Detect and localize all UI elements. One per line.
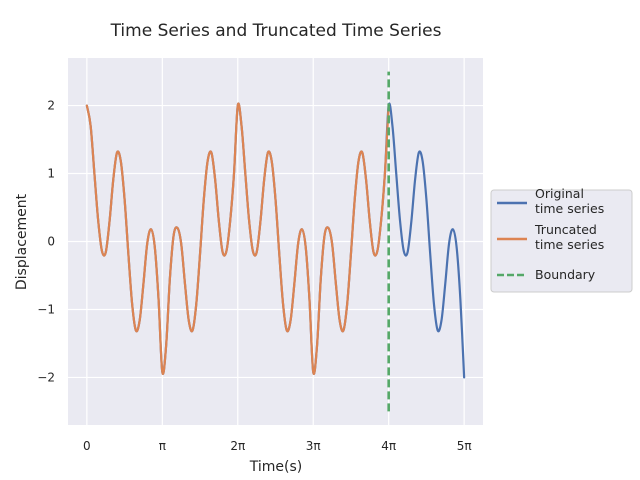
legend: Original time series Truncated time series B… xyxy=(490,186,633,293)
chart-title: Time Series and Truncated Time Series xyxy=(110,21,442,41)
y-tick-label: −2 xyxy=(37,370,55,384)
series-layer xyxy=(85,71,466,412)
y-tick-label: 1 xyxy=(47,167,55,181)
x-tick-label: 0 xyxy=(83,439,91,453)
y-tick-label: 2 xyxy=(47,99,55,113)
x-tick-label: 5π xyxy=(457,439,472,453)
legend-label: Original time series xyxy=(535,186,604,216)
legend-label: Truncated time series xyxy=(534,222,604,252)
x-tick-label: 2π xyxy=(230,439,245,453)
y-tick-label: −1 xyxy=(37,302,55,316)
series-line-2 xyxy=(85,102,390,375)
y-tick-label: 0 xyxy=(47,235,55,249)
x-axis-label: Time(s) xyxy=(249,459,302,475)
y-axis-label: Displacement xyxy=(14,193,30,290)
legend-box xyxy=(490,189,633,293)
x-tick-label: π xyxy=(159,439,166,453)
legend-label: Boundary xyxy=(535,267,596,282)
x-tick-label: 4π xyxy=(381,439,396,453)
x-tick-label: 3π xyxy=(306,439,321,453)
ticks: 0 π 2π 3π 4π 5π −2 −1 0 1 2 xyxy=(37,99,471,453)
